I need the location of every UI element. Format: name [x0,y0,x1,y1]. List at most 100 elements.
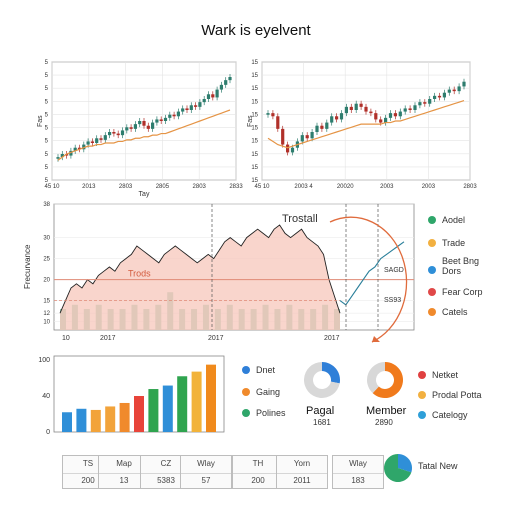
candle-body [286,144,290,153]
y-tick-label: 5 [45,178,49,184]
stat-card[interactable]: Wlay 57 [180,455,232,489]
candle-body [112,132,116,134]
stat-value: 200 [63,473,113,485]
legend-dot [242,409,250,417]
x-tick-label: 2805 [156,184,170,190]
candle-body [349,106,353,110]
donut-1-slice [322,362,340,384]
candle-body [281,128,285,145]
x-tick-label: 2803 [463,184,477,190]
y-tick-label: 5 [45,165,49,171]
legend-item-catels: Catels [428,307,468,317]
stat-label: Wlay [197,459,215,468]
legend-dot [418,371,426,379]
y-axis-label: Fas [247,115,254,127]
bar [119,402,130,432]
legend-dot [428,308,436,316]
y-tick-label: 5 [45,73,49,79]
bar-legend-dnet: Dnet [242,365,275,375]
candle-body [155,119,159,123]
stat-card[interactable]: Wlay 183 [332,455,384,489]
y-tick-label: 15 [251,152,258,158]
donut-legend-netket: Netket [418,370,458,380]
x-tick-label: 10 [62,335,70,342]
x-tick-label: 20020 [337,184,354,190]
y-tick-label: 15 [251,165,258,171]
candle-body [452,89,456,92]
trend-line [267,100,465,149]
candle-body [146,125,150,129]
legend-dot [428,266,436,274]
candle-body [413,105,417,110]
reference-label: Trods [128,269,151,279]
y-tick-label: 5 [45,86,49,92]
candle-body [433,95,437,99]
donut-1-value: 1681 [313,418,331,427]
area-line [59,224,341,314]
y-tick-label: 15 [251,86,258,92]
legend-dot [418,411,426,419]
stat-label: Yorn [293,459,311,468]
stat-card[interactable]: TH 200 [232,455,284,489]
y-tick-label: 15 [251,112,258,118]
bar [134,396,144,432]
trend-line [57,109,231,161]
y-tick-label: 5 [45,139,49,145]
candle-body [138,121,142,125]
stat-value: 183 [333,473,383,485]
candle-body [408,108,412,110]
stat-value: 57 [181,473,231,485]
candle-body [82,144,86,150]
y-tick-label: 15 [251,60,258,66]
candle-body [462,81,466,87]
annotation-arrowhead [372,336,380,342]
candle-body [266,113,270,115]
candle-body [437,95,442,98]
donut-2-value: 2890 [375,418,393,427]
candle-body [60,154,64,158]
candle-body [90,141,94,143]
legend-item-beet: Beet Bng Dors [428,256,488,276]
candle-body [300,135,304,142]
candle-body [344,106,348,114]
stat-label: TS [82,459,94,468]
legend-dot [428,239,436,247]
annotation-title: Trostall [282,213,318,225]
candle-body [163,117,168,121]
candle-body [379,119,383,123]
projection-line [339,241,405,306]
annotation-arc [329,216,408,343]
candle-body [310,132,314,139]
stat-card[interactable]: Yorn 2011 [276,455,328,489]
candle-body [120,130,125,136]
legend-item-trade: Trade [428,238,465,248]
donut-3-label: Tatal New [418,461,458,471]
stat-value: 2011 [277,473,327,485]
legend-item-fear-corp: Fear Corp [428,287,483,297]
y-tick-label: 5 [45,99,49,105]
legend-item-aodel: Aodel [428,215,465,225]
candle-body [215,89,219,98]
candle-body [224,80,228,85]
x-tick-label: 2803 [193,184,207,190]
legend-label: Aodel [442,215,466,225]
donut-legend-prodal: Prodal Potta [418,390,482,400]
legend-dot [428,216,436,224]
y-tick-label: 5 [45,60,49,66]
x-tick-label: 45 10 [44,184,60,190]
donut-1-label: Pagal [306,405,335,417]
candle-body [181,108,185,112]
legend-label: Polines [256,408,286,418]
bar [177,376,188,432]
candle-body [133,124,137,129]
legend-label: Trade [442,238,466,248]
candle-body [56,157,60,159]
candle-body [129,127,133,129]
y-tick-label: 15 [251,99,258,105]
candle-body [457,86,461,92]
bar [76,408,87,432]
legend-label: Prodal Potta [432,390,482,400]
x-tick-label: 2003 4 [294,184,313,190]
bar [148,389,159,432]
